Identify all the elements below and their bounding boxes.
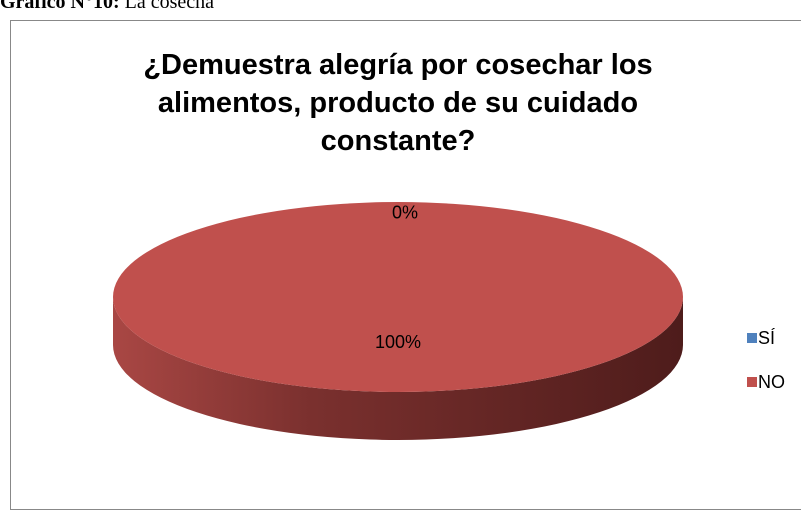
caption-text: La cosecha — [124, 0, 215, 13]
chart-title: ¿Demuestra alegría por cosechar los alim… — [143, 49, 653, 157]
legend-swatch — [747, 333, 757, 343]
pie-slice — [113, 202, 683, 392]
chart: 0% 100% SÍ NO — [113, 202, 785, 440]
caption: Gráfico N°10: La cosecha — [0, 0, 214, 14]
caption-label: Gráfico N°10: — [0, 0, 120, 13]
pie-side — [113, 297, 683, 440]
legend-label: SÍ — [758, 328, 775, 348]
legend-swatch — [747, 377, 757, 387]
data-label: 0% — [392, 202, 418, 222]
legend-label: NO — [758, 372, 785, 392]
data-label: 100% — [375, 332, 421, 352]
